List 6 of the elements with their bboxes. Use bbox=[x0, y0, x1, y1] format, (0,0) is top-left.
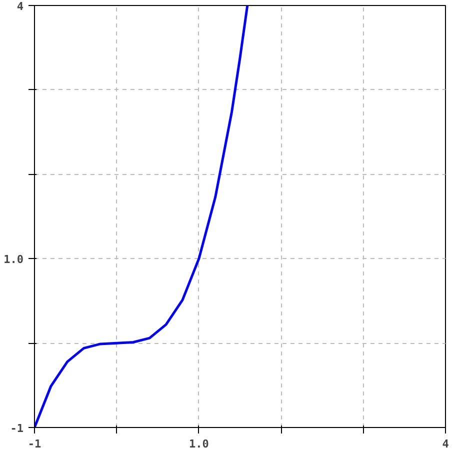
x-tick-label: 1.0 bbox=[188, 438, 209, 450]
y-tick-label: 4 bbox=[16, 0, 24, 13]
y-tick-label: 1.0 bbox=[4, 253, 24, 266]
x-tick-label: 4 bbox=[442, 438, 450, 450]
y-tick-label: -1 bbox=[10, 422, 24, 435]
x-tick-label: -1 bbox=[28, 438, 42, 450]
